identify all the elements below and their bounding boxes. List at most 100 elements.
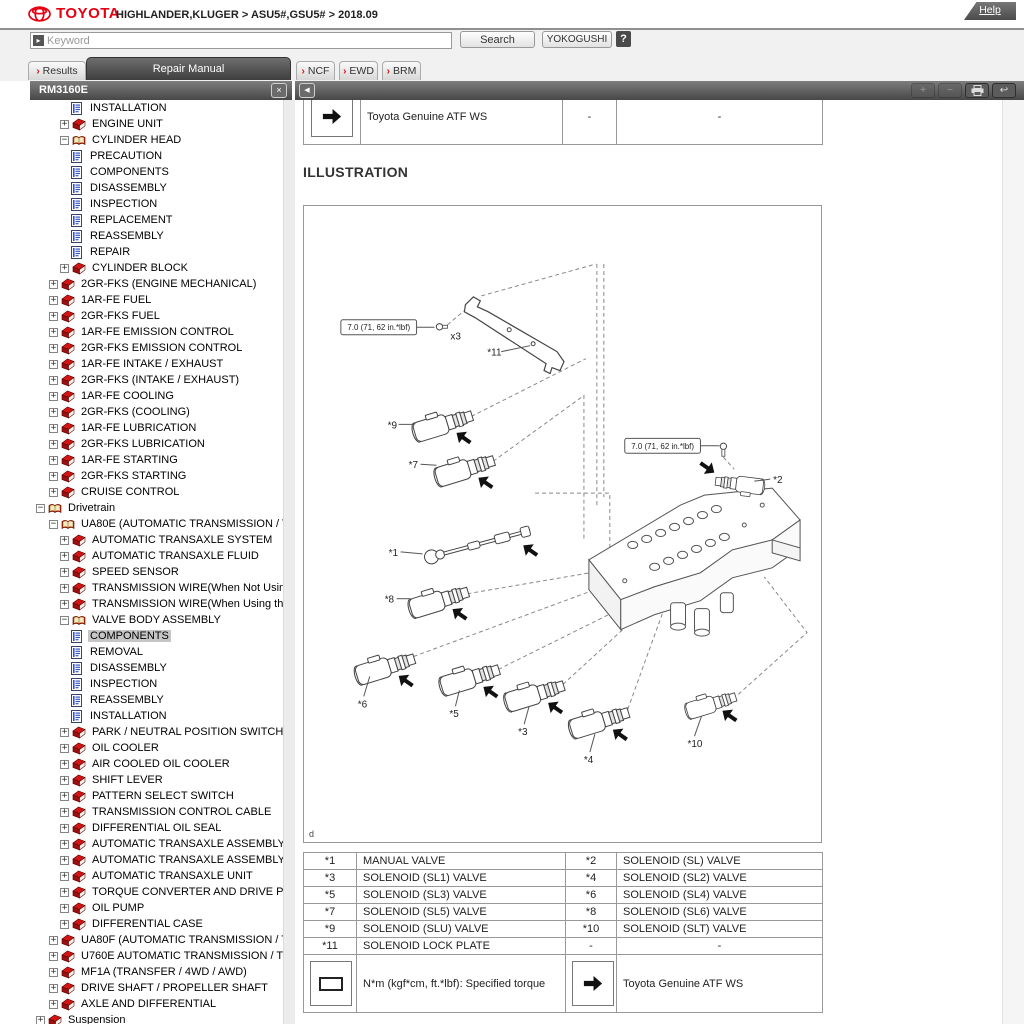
expand-plus-icon[interactable]: + [49, 342, 58, 353]
tree-item[interactable]: + TRANSMISSION WIRE(When Using the Engine… [30, 596, 283, 612]
tree-item[interactable]: +1AR-FE FUEL [30, 292, 283, 308]
tree-item[interactable]: + SHIFT LEVER [30, 772, 283, 788]
tree-item[interactable]: + DIFFERENTIAL OIL SEAL [30, 820, 283, 836]
tree-item[interactable]: + OIL PUMP [30, 900, 283, 916]
tree-item[interactable]: REPLACEMENT [30, 212, 283, 228]
tree-item[interactable]: + AUTOMATIC TRANSAXLE FLUID [30, 548, 283, 564]
tree-item[interactable]: +2GR-FKS STARTING [30, 468, 283, 484]
expand-minus-icon[interactable]: − [49, 518, 58, 529]
expand-plus-icon[interactable]: + [60, 822, 69, 833]
tree-item[interactable]: +2GR-FKS (INTAKE / EXHAUST) [30, 372, 283, 388]
tree-item[interactable]: +2GR-FKS LUBRICATION [30, 436, 283, 452]
sidebar-scrollbar-track[interactable] [283, 100, 295, 1024]
tree-item[interactable]: + DIFFERENTIAL CASE [30, 916, 283, 932]
expand-plus-icon[interactable]: + [49, 294, 58, 305]
tree-item[interactable]: +2GR-FKS (COOLING) [30, 404, 283, 420]
tree-item[interactable]: + TORQUE CONVERTER AND DRIVE PLATE [30, 884, 283, 900]
tree-item[interactable]: + PATTERN SELECT SWITCH [30, 788, 283, 804]
expand-plus-icon[interactable]: + [60, 806, 69, 817]
tab-brm[interactable]: › BRM [382, 61, 421, 80]
tree-item[interactable]: COMPONENTS [30, 164, 283, 180]
tree-item[interactable]: + CYLINDER BLOCK [30, 260, 283, 276]
expand-plus-icon[interactable]: + [49, 934, 58, 945]
tree-item[interactable]: + MF1A (TRANSFER / 4WD / AWD) [30, 964, 283, 980]
expand-plus-icon[interactable]: + [49, 422, 58, 433]
expand-plus-icon[interactable]: + [49, 998, 58, 1009]
tree-item[interactable]: + TRANSMISSION WIRE(When Not Using the En… [30, 580, 283, 596]
expand-plus-icon[interactable]: + [49, 982, 58, 993]
expand-plus-icon[interactable]: + [36, 1014, 45, 1024]
expand-plus-icon[interactable]: + [60, 902, 69, 913]
expand-plus-icon[interactable]: + [49, 406, 58, 417]
expand-plus-icon[interactable]: + [60, 918, 69, 929]
return-button[interactable]: ↩ [992, 83, 1016, 98]
expand-plus-icon[interactable]: + [49, 486, 58, 497]
tree-item[interactable]: + AUTOMATIC TRANSAXLE ASSEMBLY(When Using… [30, 852, 283, 868]
tree-item[interactable]: + AIR COOLED OIL COOLER [30, 756, 283, 772]
expand-plus-icon[interactable]: + [60, 758, 69, 769]
collapse-panel-button[interactable]: ◀ [299, 83, 315, 98]
tab-ewd[interactable]: › EWD [339, 61, 378, 80]
search-help-button[interactable]: ? [616, 31, 631, 47]
tab-ncf[interactable]: › NCF [296, 61, 335, 80]
tree-item[interactable]: COMPONENTS [30, 628, 283, 644]
tree-item[interactable]: + DRIVE SHAFT / PROPELLER SHAFT [30, 980, 283, 996]
tree-item[interactable]: +1AR-FE STARTING [30, 452, 283, 468]
search-button[interactable]: Search [460, 31, 535, 48]
help-button[interactable]: Help [964, 2, 1016, 20]
expand-plus-icon[interactable]: + [60, 118, 69, 129]
tree-item[interactable]: + AXLE AND DIFFERENTIAL [30, 996, 283, 1012]
tree-item[interactable]: +2GR-FKS FUEL [30, 308, 283, 324]
expand-plus-icon[interactable]: + [60, 742, 69, 753]
tree-item[interactable]: INSTALLATION [30, 100, 283, 116]
expand-plus-icon[interactable]: + [60, 550, 69, 561]
tree-item[interactable]: +1AR-FE COOLING [30, 388, 283, 404]
expand-minus-icon[interactable]: − [60, 134, 69, 145]
tree-item[interactable]: + AUTOMATIC TRANSAXLE SYSTEM [30, 532, 283, 548]
tree-item[interactable]: REMOVAL [30, 644, 283, 660]
tree-item[interactable]: +2GR-FKS EMISSION CONTROL [30, 340, 283, 356]
tree-item[interactable]: + AUTOMATIC TRANSAXLE ASSEMBLY(When Not U… [30, 836, 283, 852]
tab-repair-manual[interactable]: Repair Manual [86, 57, 291, 80]
tree-item[interactable]: INSPECTION [30, 196, 283, 212]
tree-item[interactable]: REASSEMBLY [30, 692, 283, 708]
expand-plus-icon[interactable]: + [60, 534, 69, 545]
expand-plus-icon[interactable]: + [49, 374, 58, 385]
tree-item[interactable]: + U760E AUTOMATIC TRANSMISSION / TRANSAXL… [30, 948, 283, 964]
tree-item[interactable]: DISASSEMBLY [30, 180, 283, 196]
expand-plus-icon[interactable]: + [60, 790, 69, 801]
expand-plus-icon[interactable]: + [60, 262, 69, 273]
expand-plus-icon[interactable]: + [60, 566, 69, 577]
expand-plus-icon[interactable]: + [49, 438, 58, 449]
tree-item[interactable]: + AUTOMATIC TRANSAXLE UNIT [30, 868, 283, 884]
tab-results[interactable]: › Results [28, 61, 86, 80]
tree-item[interactable]: REPAIR [30, 244, 283, 260]
tree-item[interactable]: +2GR-FKS (ENGINE MECHANICAL) [30, 276, 283, 292]
main-scrollbar-track[interactable] [1002, 100, 1024, 1024]
tree-item[interactable]: + TRANSMISSION CONTROL CABLE [30, 804, 283, 820]
tree-item[interactable]: + CRUISE CONTROL [30, 484, 283, 500]
expand-plus-icon[interactable]: + [60, 774, 69, 785]
tree-item[interactable]: INSPECTION [30, 676, 283, 692]
expand-plus-icon[interactable]: + [60, 886, 69, 897]
expand-plus-icon[interactable]: + [49, 966, 58, 977]
yokogushi-button[interactable]: YOKOGUSHI [542, 31, 612, 48]
tree-item[interactable]: − CYLINDER HEAD [30, 132, 283, 148]
tree-item[interactable]: + PARK / NEUTRAL POSITION SWITCH [30, 724, 283, 740]
expand-plus-icon[interactable]: + [60, 870, 69, 881]
tree-item[interactable]: − Drivetrain [30, 500, 283, 516]
expand-plus-icon[interactable]: + [49, 326, 58, 337]
tree-item[interactable]: + UA80F (AUTOMATIC TRANSMISSION / TRANSAX… [30, 932, 283, 948]
zoom-out-button[interactable]: − [938, 83, 962, 98]
expand-plus-icon[interactable]: + [60, 582, 69, 593]
expand-plus-icon[interactable]: + [60, 726, 69, 737]
expand-plus-icon[interactable]: + [49, 310, 58, 321]
expand-minus-icon[interactable]: − [60, 614, 69, 625]
tree-item[interactable]: + ENGINE UNIT [30, 116, 283, 132]
expand-plus-icon[interactable]: + [60, 838, 69, 849]
tree-item[interactable]: REASSEMBLY [30, 228, 283, 244]
tree-item[interactable]: DISASSEMBLY [30, 660, 283, 676]
tree-item[interactable]: PRECAUTION [30, 148, 283, 164]
tree-item[interactable]: +1AR-FE LUBRICATION [30, 420, 283, 436]
close-sidebar-button[interactable]: × [271, 83, 287, 98]
